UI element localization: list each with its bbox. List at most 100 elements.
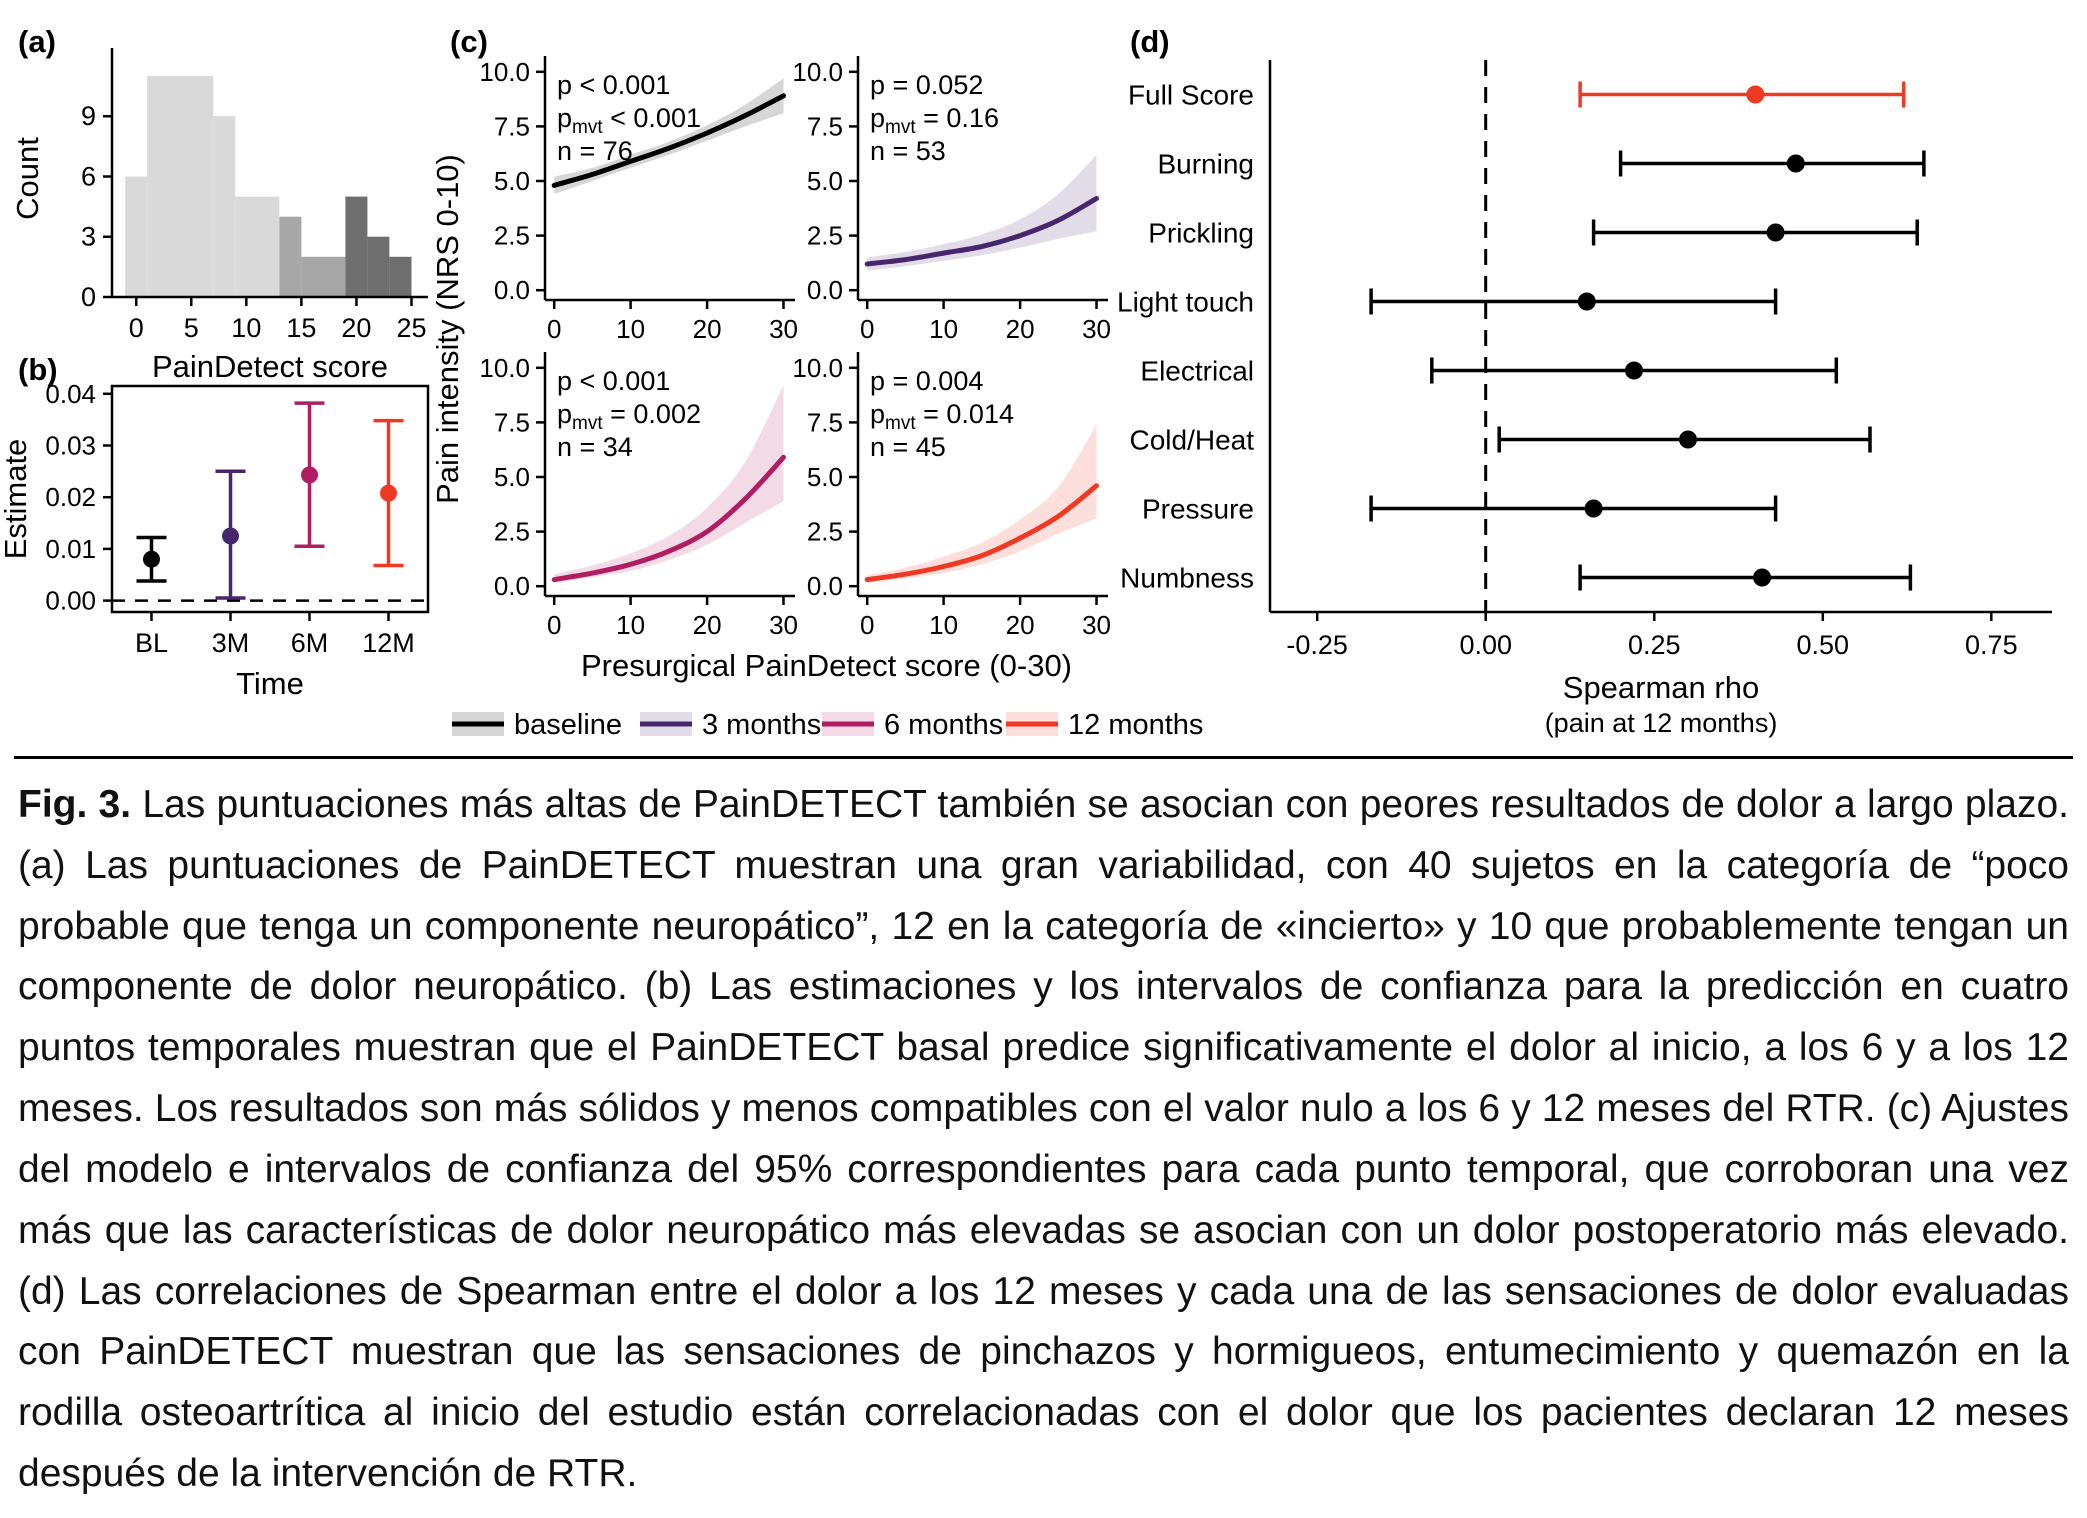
x-tick-label: 30: [1082, 314, 1111, 344]
confidence-band: [867, 154, 1097, 271]
confidence-band: [554, 78, 784, 195]
annotation-p-value: p = 0.052: [870, 70, 983, 100]
x-axis-subtitle: (pain at 12 months): [1545, 708, 1778, 738]
y-axis-title: Count: [10, 137, 45, 220]
legend-label: 12 months: [1068, 709, 1203, 741]
x-tick-label: 10: [929, 610, 958, 640]
panel-d-forest-plot: Full Score Burning Prickling Light touch Ele…: [1117, 60, 2052, 738]
row-label: Prickling: [1148, 218, 1254, 249]
x-tick-label: 0.25: [1628, 630, 1681, 660]
x-tick-label: 10: [616, 610, 645, 640]
annotation-p-value: p < 0.001: [557, 366, 670, 396]
y-tick-label: 7.5: [494, 407, 530, 437]
y-tick-label: 10.0: [479, 353, 530, 383]
rho-point: [1584, 499, 1603, 518]
y-tick-label: 2.5: [807, 517, 843, 547]
histogram-bar: [147, 76, 214, 297]
y-tick-label: 0.03: [45, 430, 96, 460]
x-tick-label: 3M: [212, 628, 250, 658]
panel-label: (c): [450, 24, 488, 59]
histogram-bar: [345, 196, 368, 297]
y-tick-label: 0.0: [494, 571, 530, 601]
row-label: Cold/Heat: [1129, 425, 1254, 456]
histogram-bar: [213, 116, 236, 297]
rho-point: [1753, 568, 1772, 587]
y-tick-label: 0: [81, 282, 96, 312]
x-tick-label: 20: [341, 313, 371, 343]
y-tick-label: 10.0: [792, 57, 843, 87]
x-tick-label: 12M: [362, 628, 415, 658]
x-tick-label: 10: [929, 314, 958, 344]
x-tick-label: 20: [1006, 314, 1035, 344]
row-label: Light touch: [1117, 287, 1254, 318]
x-tick-label: 0: [547, 314, 561, 344]
fit-line: [864, 483, 1099, 583]
panel-b-estimates: 0.00 0.01 0.02 0.03 0.04 BL 3M 6M 12M Time Estimat…: [0, 379, 430, 701]
x-tick-label: 25: [396, 313, 426, 343]
rho-point: [1577, 292, 1596, 311]
figure-canvas: 0 3 6 9 0 5 10 15 20 25 PainDetect score Count (a) 0.…: [0, 24, 2052, 741]
y-tick-label: 10.0: [479, 57, 530, 87]
rho-point: [1746, 85, 1765, 104]
x-tick-label: 5: [184, 313, 199, 343]
confidence-band: [554, 385, 784, 583]
y-tick-label: 7.5: [807, 111, 843, 141]
confidence-band: [867, 424, 1097, 583]
x-tick-label: 0: [547, 610, 561, 640]
x-tick-label: 0.50: [1797, 630, 1850, 660]
x-axis-title: PainDetect score: [152, 349, 388, 384]
annotation-n: n = 34: [557, 432, 633, 462]
row-label: Burning: [1157, 149, 1254, 180]
rho-point: [1786, 154, 1805, 173]
x-tick-label: 20: [693, 610, 722, 640]
y-tick-label: 0.0: [807, 571, 843, 601]
panel-label: (d): [1130, 24, 1170, 59]
fit-line: [551, 93, 786, 188]
legend-label: 3 months: [702, 709, 821, 741]
y-axis-title: Pain intensity (NRS 0-10): [430, 154, 465, 504]
row-label: Numbness: [1120, 563, 1254, 594]
annotation-n: n = 76: [557, 136, 633, 166]
y-tick-label: 2.5: [494, 221, 530, 251]
y-tick-label: 5.0: [807, 166, 843, 196]
fit-line: [864, 196, 1099, 267]
annotation-pmvt-value: pmvt = 0.002: [557, 399, 701, 434]
panel-border: [110, 384, 430, 614]
x-tick-label: 10: [231, 313, 261, 343]
row-label: Electrical: [1140, 356, 1254, 387]
histogram-bar: [301, 256, 346, 297]
x-tick-label: 6M: [291, 628, 329, 658]
x-tick-label: 0: [860, 314, 874, 344]
annotation-pmvt-value: pmvt < 0.001: [557, 103, 701, 138]
x-axis-title: Presurgical PainDetect score (0-30): [581, 648, 1072, 683]
x-tick-label: 20: [1006, 610, 1035, 640]
annotation-pmvt-value: pmvt = 0.014: [870, 399, 1014, 434]
legend-label: baseline: [514, 709, 622, 741]
y-tick-label: 7.5: [807, 407, 843, 437]
y-axis-title: Estimate: [0, 439, 33, 560]
x-tick-label: 30: [769, 610, 798, 640]
row-label: Full Score: [1128, 80, 1254, 111]
figure-caption-tag: Fig. 3.: [18, 783, 132, 826]
x-tick-label: BL: [135, 628, 168, 658]
histogram-bar: [125, 176, 148, 297]
x-tick-label: 30: [769, 314, 798, 344]
y-tick-label: 0.01: [45, 534, 96, 564]
y-tick-label: 9: [81, 101, 96, 131]
y-tick-label: 0.02: [45, 482, 96, 512]
histogram-bar: [279, 216, 302, 297]
estimate-point: [143, 550, 160, 568]
panel-a-histogram: 0 3 6 9 0 5 10 15 20 25 PainDetect score Count: [10, 48, 428, 384]
annotation-p-value: p < 0.001: [557, 70, 670, 100]
x-tick-label: 10: [616, 314, 645, 344]
y-tick-label: 10.0: [792, 353, 843, 383]
annotation-pmvt-value: pmvt = 0.16: [870, 103, 999, 138]
y-tick-label: 7.5: [494, 111, 530, 141]
rho-point: [1679, 430, 1697, 449]
x-axis-title: Time: [236, 666, 304, 701]
x-tick-label: 15: [286, 313, 316, 343]
histogram-bar: [235, 196, 280, 297]
row-label: Pressure: [1142, 494, 1254, 525]
